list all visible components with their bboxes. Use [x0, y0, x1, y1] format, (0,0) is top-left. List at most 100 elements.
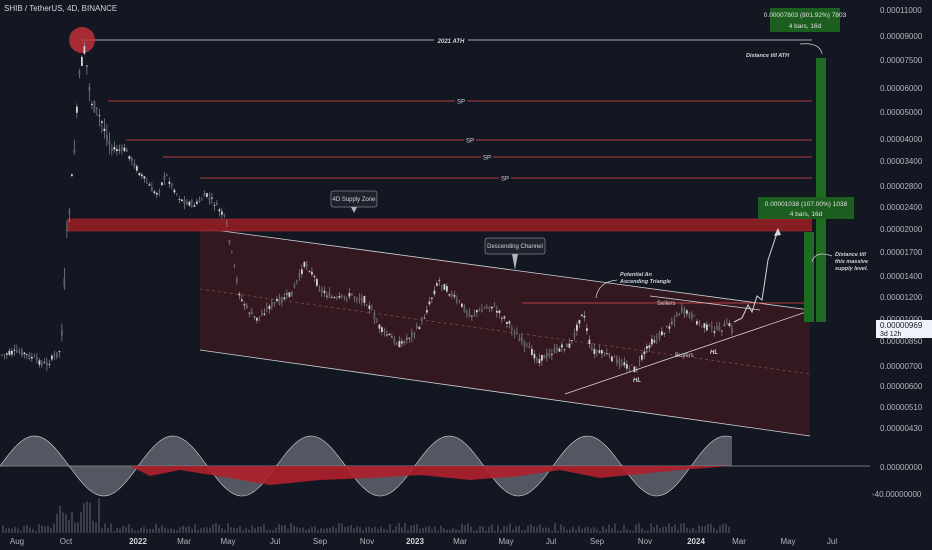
candle-body [151, 187, 153, 192]
candle-body [333, 297, 336, 299]
candle-body [313, 276, 316, 278]
volume-bar [59, 505, 61, 533]
candle-body [601, 350, 603, 354]
volume-bar [716, 530, 718, 533]
candle-body [216, 203, 218, 206]
measure-bar-ath [816, 58, 826, 322]
volume-bar [29, 527, 31, 533]
candle-body [88, 86, 91, 91]
current-price-label: 0.00000969 [880, 321, 923, 330]
candle-body [523, 341, 526, 348]
candle-body [188, 201, 191, 206]
channel-callout-pointer [512, 254, 518, 270]
volume-bar [452, 528, 454, 533]
volume-bar [467, 523, 469, 533]
candle-body [486, 306, 488, 309]
candle-body [386, 334, 388, 336]
volume-bar [350, 524, 352, 533]
candle-body [381, 327, 383, 332]
candle-body [111, 147, 113, 151]
sp-label-bg [464, 136, 476, 144]
candle-body [673, 319, 676, 322]
volume-bar [548, 527, 550, 533]
candle-body [258, 316, 261, 317]
candle-body [456, 299, 458, 302]
candle-body [661, 331, 663, 336]
candle-body [516, 332, 518, 335]
volume-bar [341, 523, 343, 533]
volume-bar [224, 529, 226, 533]
candle-body [628, 368, 631, 369]
candle-body [311, 271, 313, 275]
candle-body [568, 343, 571, 348]
time-tick-label: Jul [827, 537, 837, 546]
volume-bar [440, 525, 442, 533]
candle-body [8, 350, 11, 355]
dist-supply-note: Distance till [835, 252, 866, 258]
volume-bar [578, 525, 580, 533]
candle-body [191, 200, 193, 203]
volume-bar [368, 526, 370, 533]
volume-bar [683, 523, 685, 533]
volume-bar [143, 526, 145, 533]
dist-supply-note: supply level. [835, 266, 868, 272]
candle-body [593, 349, 596, 355]
candle-body [266, 307, 268, 309]
price-tick-label: 0.00005000 [880, 108, 923, 117]
candle-body [636, 369, 638, 371]
candle-body [496, 310, 498, 313]
candle-body [551, 354, 553, 355]
candle-body [148, 184, 151, 186]
volume-bar [554, 523, 556, 533]
volume-bar [725, 524, 727, 533]
volume-bar [428, 526, 430, 533]
time-tick-label: 2022 [129, 537, 147, 546]
volume-bar [113, 530, 115, 533]
candle-body [318, 289, 321, 291]
volume-bar [68, 520, 70, 533]
candle-body [3, 354, 6, 355]
price-tick-label: 0.00000510 [880, 403, 923, 412]
candle-body [413, 332, 416, 335]
volume-bar [560, 524, 562, 533]
candle-body [126, 149, 128, 152]
candle-body [663, 332, 666, 334]
candle-body [553, 348, 556, 353]
candle-body [421, 319, 423, 322]
volume-bar [359, 527, 361, 533]
candle-body [623, 362, 626, 366]
volume-bar [581, 528, 583, 533]
volume-bar [257, 526, 259, 533]
candle-body [61, 330, 63, 337]
candle-body [363, 296, 366, 303]
candle-body [373, 314, 376, 320]
volume-bar [215, 523, 217, 533]
volume-bar [515, 526, 517, 533]
candle-body [63, 277, 66, 288]
volume-bar [569, 529, 571, 533]
volume-bar [218, 524, 220, 533]
volume-bar [449, 529, 451, 533]
price-tick-label: 0.00000430 [880, 424, 923, 433]
candle-body [263, 313, 266, 315]
candle-body [78, 71, 81, 76]
measure-supply-line2: 4 bars, 16d [790, 211, 823, 218]
volume-bar [395, 526, 397, 533]
candle-body [93, 101, 96, 113]
volume-bar [356, 526, 358, 533]
candle-body [713, 331, 716, 333]
price-tick-label: 0.00001000 [880, 315, 923, 324]
volume-bar [617, 530, 619, 533]
volume-bar [275, 527, 277, 533]
candle-body [28, 354, 31, 360]
volume-bar [323, 528, 325, 533]
volume-bar [284, 524, 286, 533]
volume-bar [545, 527, 547, 533]
volume-bar [8, 528, 10, 533]
osc-tick-40: -40.00000000 [872, 490, 922, 499]
volume-bar [485, 530, 487, 533]
candle-body [211, 197, 213, 199]
volume-bar [701, 526, 703, 533]
volume-bar [491, 524, 493, 533]
